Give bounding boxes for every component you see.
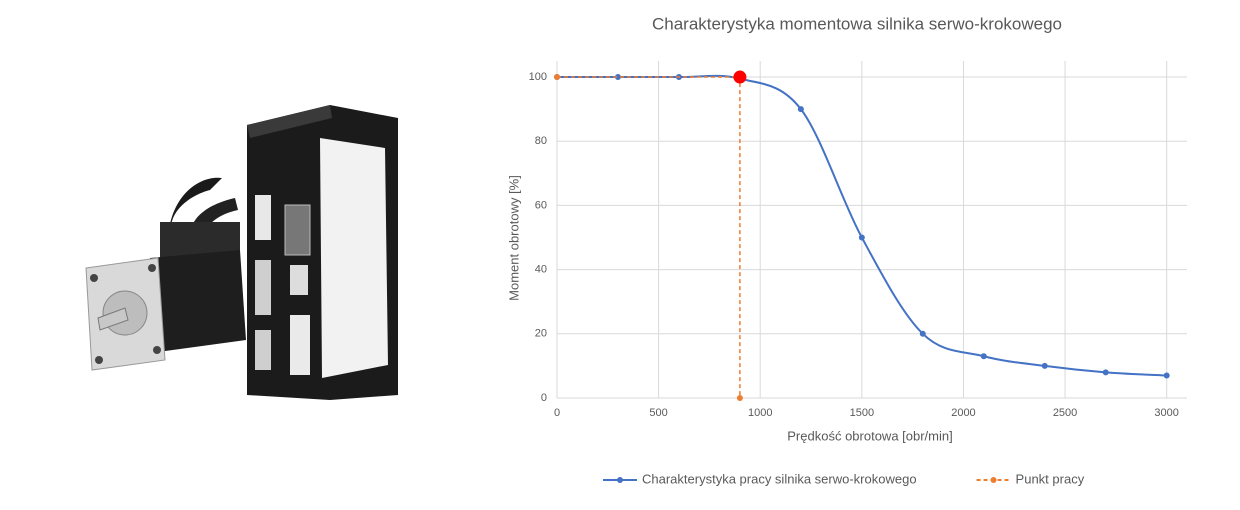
x-tick-label: 3000: [1154, 407, 1178, 419]
hole: [148, 264, 156, 272]
y-tick-label: 20: [535, 328, 547, 340]
data-point: [919, 330, 926, 337]
terminal: [255, 195, 271, 240]
cable: [168, 177, 222, 245]
y-tick-label: 80: [535, 135, 547, 147]
product-photo: [85, 105, 398, 400]
legend-label: Punkt pracy: [1016, 471, 1085, 486]
motor-body: [150, 250, 246, 352]
data-point: [554, 74, 560, 81]
x-axis-label: Prędkość obrotowa [obr/min]: [787, 428, 952, 443]
legend-marker: [617, 477, 623, 483]
legend-label: Charakterystyka pracy silnika serwo-krok…: [642, 471, 917, 486]
data-point: [1102, 369, 1109, 376]
motor-shaft: [97, 307, 129, 331]
driver-top: [247, 105, 332, 138]
x-tick-label: 1500: [850, 407, 874, 419]
data-point: [736, 395, 743, 401]
y-tick-label: 40: [535, 264, 547, 276]
x-tick-label: 500: [649, 407, 667, 419]
y-tick-label: 0: [541, 392, 547, 404]
hole: [90, 274, 98, 282]
y-tick-label: 60: [535, 199, 547, 211]
data-point: [980, 353, 987, 360]
x-tick-label: 2500: [1053, 407, 1077, 419]
legend-marker: [990, 477, 997, 483]
terminal: [255, 330, 271, 370]
ethernet-port: [284, 204, 311, 256]
connector: [290, 265, 308, 295]
chart-title: Charakterystyka momentowa silnika serwo-…: [652, 14, 1062, 33]
y-axis-label: Moment obrotowy [%]: [506, 175, 521, 301]
y-tick-label: 100: [529, 71, 547, 83]
data-point: [797, 106, 804, 113]
hole: [153, 346, 161, 354]
highlight-point: [733, 70, 747, 84]
data-point: [1041, 362, 1048, 369]
data-point: [614, 74, 621, 81]
data-point: [858, 234, 865, 241]
x-tick-label: 2000: [951, 407, 975, 419]
x-tick-label: 0: [554, 407, 560, 419]
driver-label: [320, 138, 388, 378]
x-tick-label: 1000: [748, 407, 772, 419]
hole: [95, 356, 103, 364]
terminal: [255, 260, 271, 315]
io-connector: [290, 315, 310, 375]
data-point: [1163, 372, 1170, 379]
